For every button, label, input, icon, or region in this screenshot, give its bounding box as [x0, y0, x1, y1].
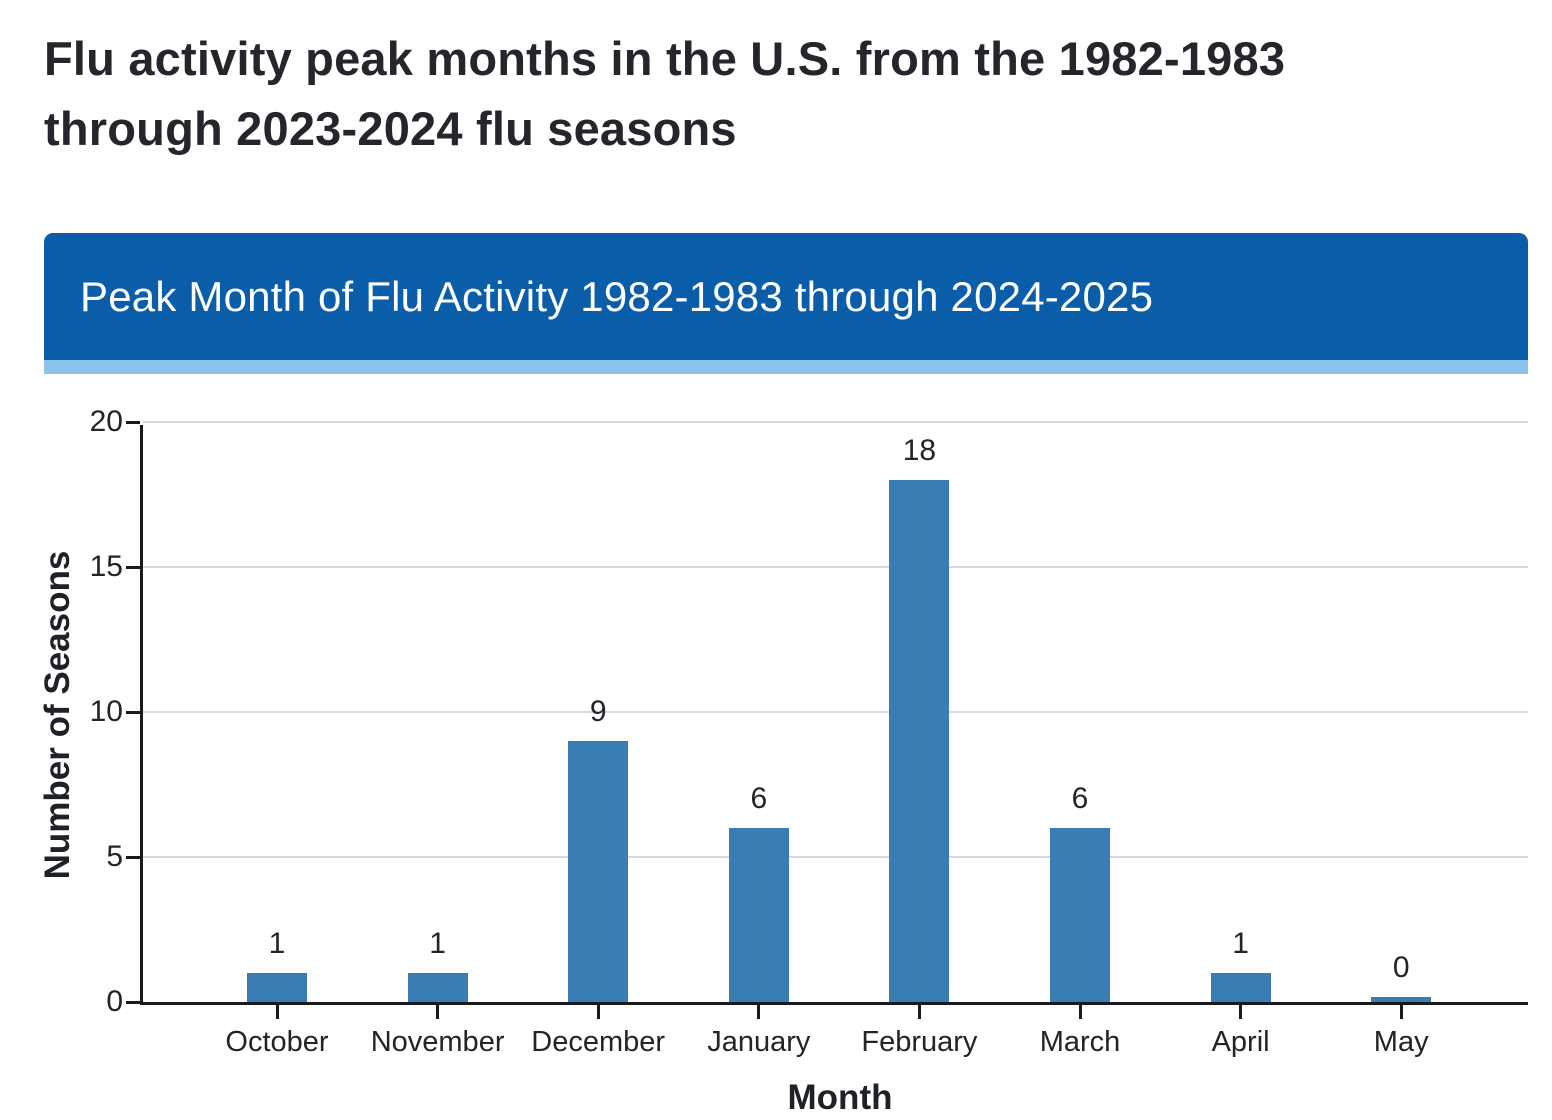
bar-january	[728, 828, 789, 1002]
x-tick-mark-january	[757, 1005, 761, 1019]
x-tick-label-november: November	[370, 1026, 505, 1058]
x-axis-title: Month	[787, 1078, 893, 1117]
y-tick-mark-10	[126, 710, 140, 714]
bar-february	[889, 480, 950, 1002]
y-tick-mark-5	[126, 855, 140, 859]
chart-banner-title: Peak Month of Flu Activity 1982-1983 thr…	[80, 272, 1154, 320]
bar-value-label-january: 6	[750, 782, 768, 815]
bar-value-label-december: 9	[589, 695, 607, 728]
x-tick-mark-april	[1239, 1005, 1243, 1019]
x-tick-mark-october	[275, 1005, 279, 1019]
bar-value-label-may: 0	[1392, 951, 1410, 984]
x-tick-mark-may	[1399, 1005, 1403, 1019]
y-tick-mark-20	[126, 420, 140, 424]
y-tick-mark-15	[126, 565, 140, 569]
bar-value-label-february: 18	[902, 434, 937, 467]
x-tick-label-february: February	[861, 1026, 978, 1058]
bar-value-label-april: 1	[1232, 927, 1249, 960]
x-tick-label-january: January	[707, 1026, 811, 1058]
gridline-y-15	[143, 566, 1528, 568]
y-tick-label-0: 0	[106, 985, 123, 1018]
gridline-y-5	[143, 856, 1528, 858]
x-tick-mark-november	[436, 1005, 440, 1019]
bar-march	[1050, 828, 1110, 1002]
bar-value-label-november: 1	[429, 927, 446, 960]
x-tick-label-october: October	[225, 1026, 329, 1058]
bar-may	[1371, 997, 1432, 1002]
x-tick-mark-february	[917, 1005, 921, 1019]
gridline-y-10	[143, 711, 1528, 713]
bar-value-label-october: 1	[268, 927, 286, 960]
x-tick-label-may: May	[1373, 1026, 1429, 1058]
bar-december	[568, 741, 629, 1002]
bar-october	[247, 973, 307, 1002]
x-tick-label-april: April	[1211, 1026, 1270, 1058]
page-title: Flu activity peak months in the U.S. fro…	[44, 32, 1286, 155]
y-tick-label-20: 20	[89, 405, 123, 438]
x-tick-label-december: December	[531, 1026, 666, 1058]
y-tick-label-15: 15	[89, 550, 123, 583]
bar-april	[1210, 973, 1271, 1002]
x-tick-mark-december	[596, 1005, 600, 1019]
x-tick-label-march: March	[1039, 1026, 1121, 1058]
gridline-y-20	[143, 421, 1528, 423]
x-tick-mark-march	[1078, 1005, 1082, 1019]
bar-value-label-march: 6	[1071, 782, 1089, 815]
y-tick-label-10: 10	[89, 695, 123, 728]
y-tick-mark-0	[126, 1000, 140, 1004]
y-tick-label-5: 5	[106, 840, 123, 873]
chart-header-banner: Peak Month of Flu Activity 1982-1983 thr…	[44, 233, 1528, 360]
banner-accent-strip	[44, 360, 1528, 374]
bar-november	[407, 973, 468, 1002]
bar-chart-plot-area: 0 5 10 15 20 1 October 1 November 9 December 6 Janua…	[90, 405, 1528, 1058]
